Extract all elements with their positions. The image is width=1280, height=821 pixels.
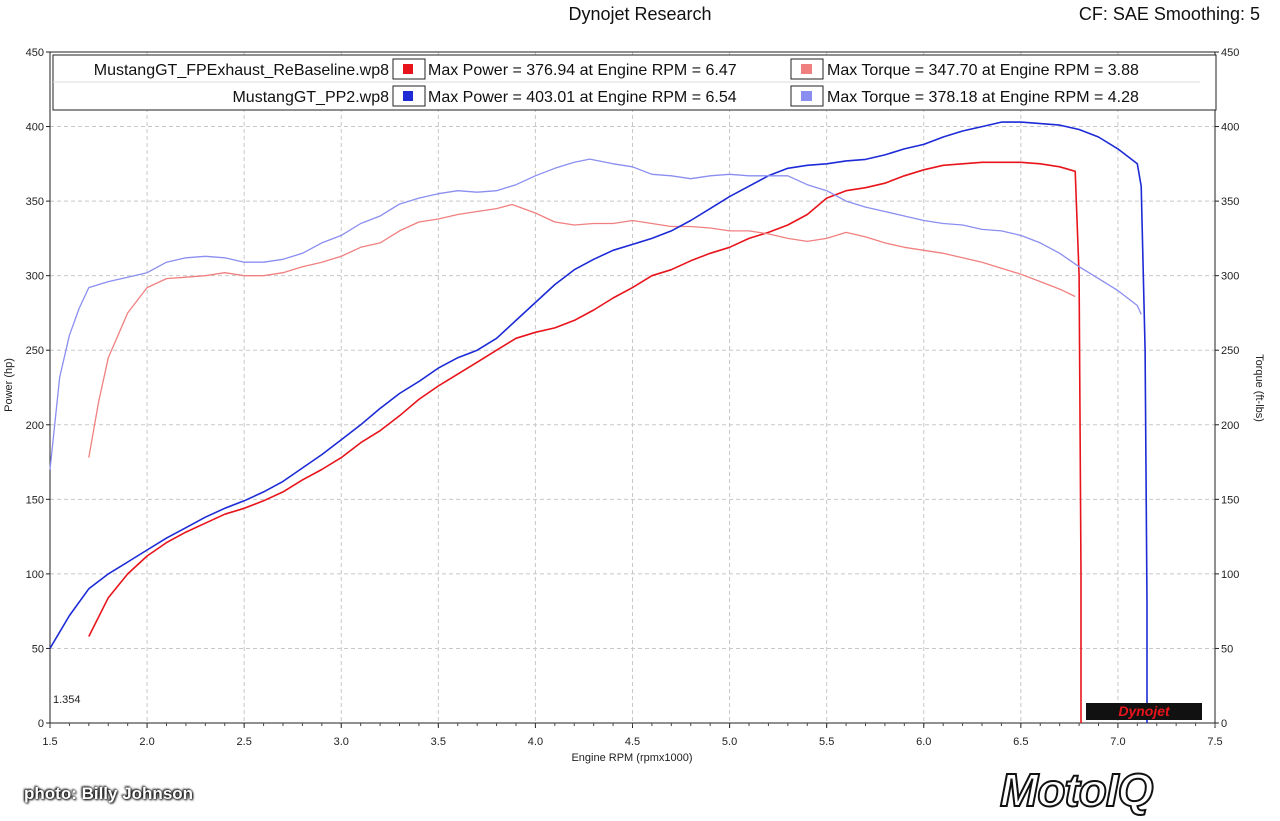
y2-tick-label: 50	[1221, 643, 1233, 655]
x-tick-label: 2.5	[237, 736, 252, 748]
y2-tick-label: 150	[1221, 494, 1239, 506]
grid	[50, 52, 1215, 723]
x-tick-label: 6.5	[1013, 736, 1028, 748]
legend-torque-2: Max Torque = 378.18 at Engine RPM = 4.28	[827, 89, 1139, 106]
chart-title: Dynojet Research	[568, 4, 712, 24]
y-tick-label: 400	[26, 122, 44, 134]
corner-value: 1.354	[53, 694, 81, 706]
y-tick-label: 350	[26, 196, 44, 208]
y-tick-label: 300	[26, 271, 44, 283]
legend-swatch-power-1	[403, 64, 413, 74]
y-axis-label: Power (hp)	[3, 358, 15, 412]
series-line-1	[88, 161, 1082, 723]
y-tick-label: 150	[26, 494, 44, 506]
series-line-2	[88, 203, 1076, 458]
x-tick-label: 5.5	[819, 736, 834, 748]
x-tick-label: 5.0	[722, 736, 737, 748]
legend-swatch-power-2	[403, 91, 413, 101]
x-tick-label: 4.0	[528, 736, 543, 748]
series-lines	[49, 121, 1148, 723]
series-line-4	[49, 158, 1142, 470]
dynojet-logo-text: Dynojet	[1118, 703, 1171, 719]
y-tick-label: 450	[26, 47, 44, 59]
y-tick-label: 0	[38, 718, 44, 730]
legend-torque-1: Max Torque = 347.70 at Engine RPM = 3.88	[827, 62, 1139, 79]
y2-tick-label: 0	[1221, 718, 1227, 730]
y-tick-label: 250	[26, 345, 44, 357]
x-tick-label: 7.5	[1207, 736, 1222, 748]
x-tick-label: 3.0	[334, 736, 349, 748]
dynojet-logo-bg	[1086, 703, 1202, 720]
y2-tick-label: 450	[1221, 47, 1239, 59]
y2-tick-label: 400	[1221, 122, 1239, 134]
legend-power-2: Max Power = 403.01 at Engine RPM = 6.54	[428, 89, 737, 106]
y2-tick-label: 200	[1221, 420, 1239, 432]
x-tick-label: 6.0	[916, 736, 931, 748]
x-tick-label: 4.5	[625, 736, 640, 748]
legend-file-1: MustangGT_FPExhaust_ReBaseline.wp8	[94, 62, 389, 79]
dynojet-logo: Dynojet	[1086, 703, 1202, 720]
photo-credit: photo: Billy Johnson	[24, 784, 194, 803]
x-tick-label: 1.5	[42, 736, 57, 748]
x-axis-label: Engine RPM (rpmx1000)	[571, 752, 692, 764]
y2-tick-label: 350	[1221, 196, 1239, 208]
legend-swatch-torque-1	[801, 64, 812, 74]
y2-axis-label: Torque (ft-lbs)	[1253, 354, 1265, 422]
y2-tick-label: 300	[1221, 271, 1239, 283]
correction-factor-label: CF: SAE Smoothing: 5	[1078, 4, 1260, 24]
x-tick-label: 3.5	[431, 736, 446, 748]
legend: MustangGT_FPExhaust_ReBaseline.wp8 Max P…	[52, 54, 1217, 111]
y-tick-label: 50	[32, 643, 44, 655]
motoiq-logo: MotoIQ	[999, 763, 1154, 817]
y2-tick-label: 100	[1221, 569, 1239, 581]
series-line-3	[49, 121, 1148, 723]
legend-power-1: Max Power = 376.94 at Engine RPM = 6.47	[428, 62, 737, 79]
y-tick-label: 100	[26, 569, 44, 581]
axis-ticks: 1.5 2.0 2.5 3.0 3.5 4.0 4.5 5.0 5.5 6.0 6.5 7.0 7.5 0…	[26, 47, 1240, 748]
legend-file-2: MustangGT_PP2.wp8	[232, 89, 389, 106]
x-tick-label: 2.0	[139, 736, 154, 748]
y-tick-label: 200	[26, 420, 44, 432]
y2-tick-label: 250	[1221, 345, 1239, 357]
x-tick-label: 7.0	[1110, 736, 1125, 748]
legend-swatch-torque-2	[801, 91, 812, 101]
